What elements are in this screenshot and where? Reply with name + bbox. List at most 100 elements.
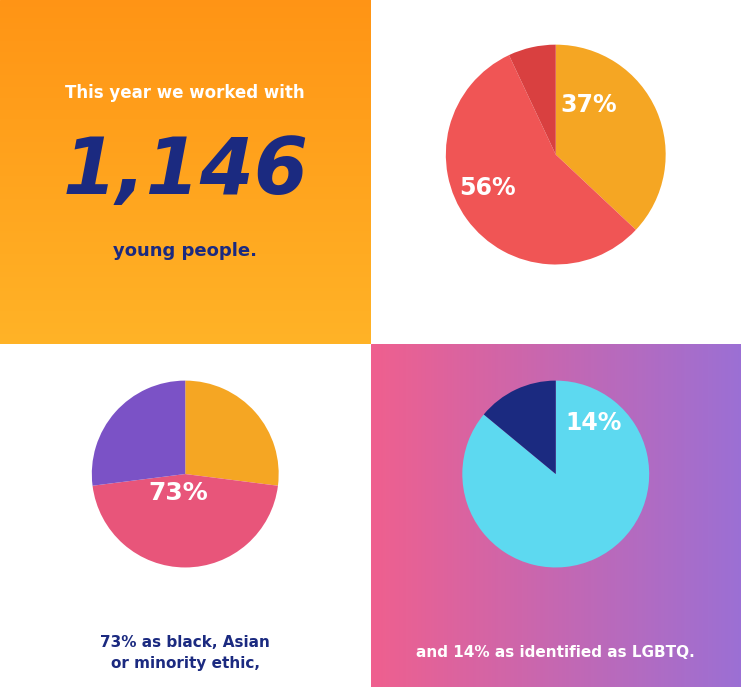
Bar bbox=[0, 332, 370, 335]
Bar bbox=[678, 344, 679, 687]
Bar bbox=[734, 344, 735, 687]
Bar bbox=[711, 344, 713, 687]
Bar bbox=[0, 87, 370, 89]
Bar bbox=[0, 254, 370, 256]
Bar bbox=[0, 307, 370, 309]
Bar bbox=[493, 344, 495, 687]
Text: and 14% as identified as LGBTQ.: and 14% as identified as LGBTQ. bbox=[416, 645, 695, 660]
Bar bbox=[0, 80, 370, 82]
Bar bbox=[0, 101, 370, 103]
Bar bbox=[717, 344, 719, 687]
Bar bbox=[726, 344, 728, 687]
Bar bbox=[0, 64, 370, 67]
Bar bbox=[0, 163, 370, 165]
Bar bbox=[532, 344, 534, 687]
Bar bbox=[0, 94, 370, 96]
Bar bbox=[658, 344, 659, 687]
Bar bbox=[448, 344, 451, 687]
Bar bbox=[641, 344, 642, 687]
Bar bbox=[715, 344, 717, 687]
Bar bbox=[724, 344, 726, 687]
Bar bbox=[0, 12, 370, 14]
Bar bbox=[719, 344, 720, 687]
Bar bbox=[0, 234, 370, 236]
Bar bbox=[0, 259, 370, 261]
Bar bbox=[574, 344, 576, 687]
Bar bbox=[0, 318, 370, 321]
Bar bbox=[0, 177, 370, 179]
Bar bbox=[0, 82, 370, 85]
Bar bbox=[0, 201, 370, 204]
Bar bbox=[0, 30, 370, 32]
Bar bbox=[476, 344, 478, 687]
Bar bbox=[0, 227, 370, 229]
Bar bbox=[459, 344, 461, 687]
Bar bbox=[671, 344, 673, 687]
Bar bbox=[456, 344, 458, 687]
Bar bbox=[714, 344, 715, 687]
Bar bbox=[431, 344, 433, 687]
Text: 14%: 14% bbox=[565, 411, 621, 435]
Bar bbox=[0, 67, 370, 69]
Bar bbox=[0, 311, 370, 314]
Bar bbox=[562, 344, 563, 687]
Bar bbox=[433, 344, 436, 687]
Bar bbox=[689, 344, 691, 687]
Bar bbox=[457, 344, 459, 687]
Bar bbox=[584, 344, 585, 687]
Bar bbox=[461, 344, 463, 687]
Bar bbox=[0, 167, 370, 170]
Bar bbox=[0, 297, 370, 300]
Bar bbox=[451, 344, 452, 687]
Bar bbox=[468, 344, 471, 687]
Bar bbox=[519, 344, 520, 687]
Bar bbox=[0, 197, 370, 199]
Text: 1,146: 1,146 bbox=[62, 134, 308, 210]
Bar bbox=[0, 122, 370, 124]
Bar bbox=[510, 344, 511, 687]
Bar bbox=[522, 344, 524, 687]
Bar bbox=[0, 341, 370, 344]
Text: 56%: 56% bbox=[459, 176, 515, 199]
Bar bbox=[382, 344, 384, 687]
Bar bbox=[652, 344, 654, 687]
Bar bbox=[0, 27, 370, 30]
Bar bbox=[576, 344, 578, 687]
Bar bbox=[0, 206, 370, 208]
Bar bbox=[545, 344, 546, 687]
Bar bbox=[0, 277, 370, 280]
Bar bbox=[376, 344, 378, 687]
Bar bbox=[695, 344, 697, 687]
Bar bbox=[0, 16, 370, 19]
Bar bbox=[446, 344, 448, 687]
Text: 73%: 73% bbox=[148, 481, 208, 505]
Bar bbox=[485, 344, 488, 687]
Bar bbox=[0, 76, 370, 78]
Bar bbox=[453, 344, 456, 687]
Bar bbox=[680, 344, 682, 687]
Bar bbox=[0, 270, 370, 273]
Bar bbox=[463, 344, 465, 687]
Bar bbox=[604, 344, 605, 687]
Wedge shape bbox=[446, 55, 636, 264]
Bar bbox=[439, 344, 441, 687]
Bar bbox=[399, 344, 400, 687]
Bar bbox=[0, 222, 370, 225]
Bar bbox=[478, 344, 480, 687]
Bar bbox=[0, 300, 370, 302]
Bar bbox=[656, 344, 658, 687]
Bar bbox=[0, 133, 370, 135]
Bar bbox=[524, 344, 526, 687]
Bar bbox=[0, 316, 370, 318]
Bar bbox=[685, 344, 687, 687]
Bar bbox=[0, 204, 370, 206]
Bar bbox=[0, 131, 370, 133]
Bar bbox=[0, 181, 370, 183]
Bar bbox=[0, 9, 370, 12]
Bar bbox=[682, 344, 683, 687]
Bar bbox=[665, 344, 667, 687]
Bar bbox=[639, 344, 641, 687]
Bar bbox=[0, 293, 370, 295]
Bar bbox=[424, 344, 426, 687]
Bar bbox=[587, 344, 589, 687]
